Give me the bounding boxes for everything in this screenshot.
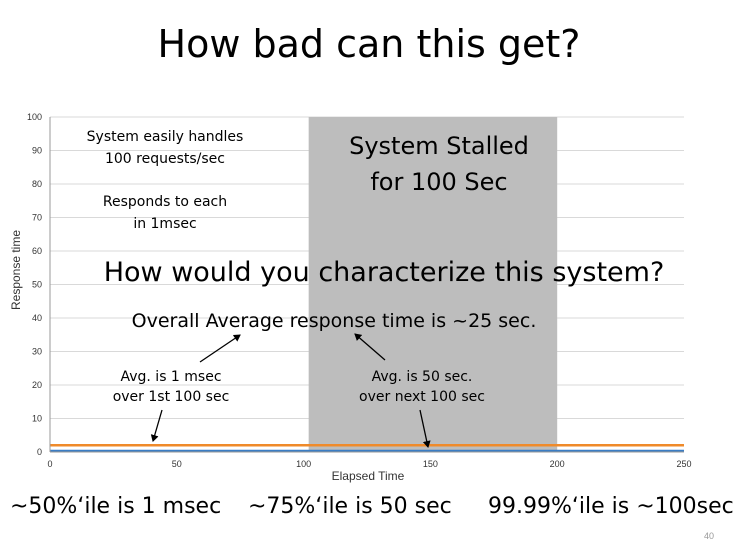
x-tick-label-3: 150 bbox=[423, 459, 438, 469]
p50-note: ~50%‘ile is 1 msec bbox=[10, 494, 222, 519]
arrow-to-second-period bbox=[419, 409, 431, 448]
handles-text-line-2: 100 requests/sec bbox=[105, 151, 225, 167]
y-tick-label-8: 80 bbox=[32, 179, 42, 189]
average-text: Overall Average response time is ~25 sec… bbox=[132, 310, 537, 332]
y-tick-label-1: 10 bbox=[32, 414, 42, 424]
arrow-to-average-left bbox=[199, 334, 241, 363]
x-tick-label-4: 200 bbox=[550, 459, 565, 469]
stall-label-line-2: for 100 Sec bbox=[370, 168, 507, 196]
question-text: How would you characterize this system? bbox=[104, 257, 665, 288]
responds-text-line-1: Responds to each bbox=[103, 194, 227, 210]
y-tick-label-7: 70 bbox=[32, 213, 42, 223]
handles-text-line-1: System easily handles bbox=[87, 129, 244, 145]
p75-note: ~75%‘ile is 50 sec bbox=[248, 494, 452, 519]
page-number: 40 bbox=[703, 531, 714, 541]
y-tick-label-9: 90 bbox=[32, 146, 42, 156]
arrow-to-first-period bbox=[150, 409, 163, 442]
x-tick-label-2: 100 bbox=[296, 459, 311, 469]
y-tick-label-2: 20 bbox=[32, 380, 42, 390]
first-period-line-1: Avg. is 1 msec bbox=[120, 369, 221, 385]
slide-title: How bad can this get? bbox=[157, 22, 581, 66]
stall-region bbox=[308, 117, 558, 452]
x-tick-label-5: 250 bbox=[676, 459, 691, 469]
p9999-note: 99.99%‘ile is ~100sec bbox=[488, 494, 734, 519]
y-tick-label-0: 0 bbox=[37, 447, 42, 457]
second-period-line-1: Avg. is 50 sec. bbox=[372, 369, 473, 385]
y-tick-label-3: 30 bbox=[32, 347, 42, 357]
responds-text-line-2: in 1msec bbox=[133, 216, 196, 232]
y-tick-label-10: 100 bbox=[27, 112, 42, 122]
y-tick-label-4: 40 bbox=[32, 313, 42, 323]
second-period-line-2: over next 100 sec bbox=[359, 389, 485, 405]
y-tick-label-6: 60 bbox=[32, 246, 42, 256]
stall-label-line-1: System Stalled bbox=[349, 132, 529, 160]
x-axis-title: Elapsed Time bbox=[332, 469, 405, 483]
arrow-to-average-right bbox=[354, 333, 386, 361]
x-tick-label-1: 50 bbox=[172, 459, 182, 469]
y-tick-label-5: 50 bbox=[32, 280, 42, 290]
y-axis-title: Response time bbox=[9, 230, 23, 310]
first-period-line-2: over 1st 100 sec bbox=[113, 389, 230, 405]
x-tick-label-0: 0 bbox=[47, 459, 52, 469]
